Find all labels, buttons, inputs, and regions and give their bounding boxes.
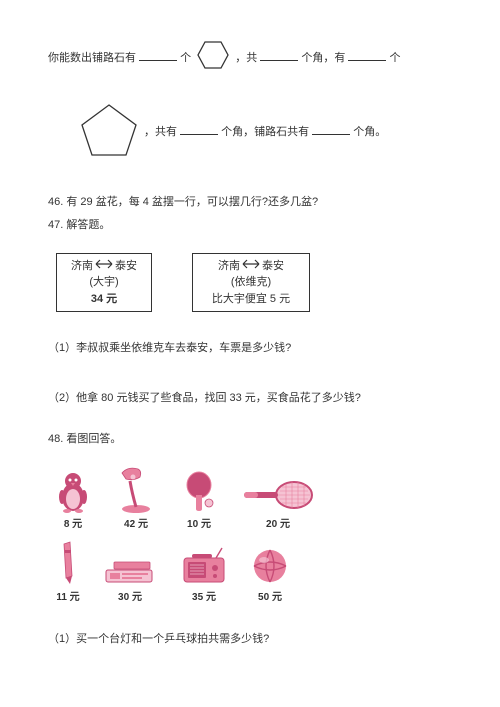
q45-p1-end: 个 xyxy=(390,52,401,64)
q45-p1-mid3: 个角，有 xyxy=(301,52,345,64)
item-radio: 35 元 xyxy=(180,546,228,603)
q45-p2-mid: 个角，铺路石共有 xyxy=(221,126,309,138)
item-label: 11 元 xyxy=(56,588,79,603)
ticket-box-1: 济南 泰安 (大宇) 34 元 xyxy=(56,253,152,313)
double-arrow-icon xyxy=(242,258,260,275)
item-label: 42 元 xyxy=(124,515,148,530)
q47-sub1: （1）李叔叔乘坐依维克车去泰安，车票是多少钱? xyxy=(48,340,452,358)
item-label: 20 元 xyxy=(266,515,290,530)
box1-sub: (大宇) xyxy=(65,274,143,291)
double-arrow-icon xyxy=(95,258,113,275)
q47-sub2: （2）他拿 80 元钱买了些食品，找回 33 元，买食品花了多少钱? xyxy=(48,390,452,408)
q47-title: 47. 解答题。 xyxy=(48,217,452,235)
item-label: 10 元 xyxy=(187,515,211,530)
items-row-2: 11 元 30 元 xyxy=(56,540,452,603)
item-lamp: 42 元 xyxy=(116,463,156,530)
item-racket: 20 元 xyxy=(242,479,314,530)
item-label: 8 元 xyxy=(64,515,82,530)
blank xyxy=(348,49,386,61)
blank xyxy=(139,49,177,61)
q45-line2: ，共有 个角，铺路石共有 个角。 xyxy=(48,91,452,172)
q48-sub1: （1）买一个台灯和一个乒乓球拍共需多少钱? xyxy=(48,631,452,649)
item-label: 50 元 xyxy=(258,588,282,603)
q45-p1-mid2: ，共 xyxy=(235,52,257,64)
ticket-route-1: 济南 泰安 xyxy=(71,258,137,275)
q45-p2-end: 个角。 xyxy=(353,126,386,138)
q48-title: 48. 看图回答。 xyxy=(48,431,452,449)
ticket-boxes: 济南 泰安 (大宇) 34 元 济南 泰安 (依维克) 比大宇便宜 5 元 xyxy=(56,253,452,313)
item-stationery: 30 元 xyxy=(102,558,158,603)
radio-icon xyxy=(180,546,228,586)
q45-p1-pre: 你能数出铺路石有 xyxy=(48,52,136,64)
ticket-box-2: 济南 泰安 (依维克) 比大宇便宜 5 元 xyxy=(192,253,310,313)
item-paddle: 10 元 xyxy=(182,471,216,530)
route-from: 济南 xyxy=(71,258,93,275)
blank xyxy=(260,49,298,61)
pentagon-icon xyxy=(78,101,140,162)
item-ball: 50 元 xyxy=(250,546,290,603)
box2-desc: 比大宇便宜 5 元 xyxy=(201,291,301,308)
items-row-1: 8 元 42 元 xyxy=(56,463,452,530)
box2-sub: (依维克) xyxy=(201,274,301,291)
box1-price: 34 元 xyxy=(65,291,143,308)
ticket-route-2: 济南 泰安 xyxy=(218,258,284,275)
blank xyxy=(180,123,218,135)
ball-icon xyxy=(250,546,290,586)
paddle-icon xyxy=(182,471,216,513)
route-to: 泰安 xyxy=(115,258,137,275)
q45-p1-mid1: 个 xyxy=(180,52,191,64)
lamp-icon xyxy=(116,463,156,513)
q45-p2-pre: ，共有 xyxy=(144,126,177,138)
q45-line1: 你能数出铺路石有 个 ，共 个角，有 个 xyxy=(48,40,452,77)
items-grid: 8 元 42 元 xyxy=(56,463,452,603)
pen-icon xyxy=(56,540,80,586)
route-from: 济南 xyxy=(218,258,240,275)
item-label: 30 元 xyxy=(118,588,142,603)
hexagon-icon xyxy=(196,40,230,77)
stationery-icon xyxy=(102,558,158,586)
q46-text: 46. 有 29 盆花，每 4 盆摆一行，可以摆几行?还多几盆? xyxy=(48,194,452,212)
item-label: 35 元 xyxy=(192,588,216,603)
route-to: 泰安 xyxy=(262,258,284,275)
penguin-icon xyxy=(56,471,90,513)
item-penguin: 8 元 xyxy=(56,471,90,530)
item-pen: 11 元 xyxy=(56,540,80,603)
racket-icon xyxy=(242,479,314,513)
blank xyxy=(312,123,350,135)
